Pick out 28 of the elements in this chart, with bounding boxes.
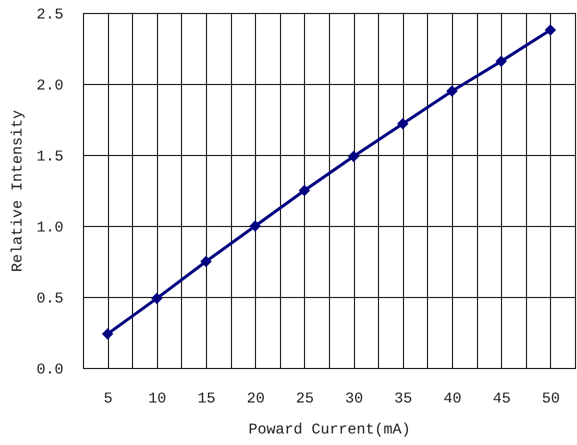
- point: [200, 256, 212, 268]
- point: [446, 85, 458, 97]
- y-tick-label: 0.0: [36, 362, 64, 378]
- x-tick-label: 5: [104, 390, 113, 408]
- point: [250, 220, 261, 232]
- y-axis-title: Relative Intensity: [9, 110, 26, 272]
- x-tick-label: 30: [345, 390, 364, 408]
- x-tick-label: 50: [542, 390, 560, 408]
- point: [544, 24, 556, 36]
- point: [496, 56, 507, 67]
- y-tick-label: 1.0: [36, 220, 64, 236]
- x-axis-title: Poward Current(mA): [248, 422, 411, 438]
- point: [298, 184, 310, 196]
- point: [151, 292, 162, 304]
- y-tick-label: 2.5: [36, 6, 64, 24]
- x-tick-label: 10: [148, 390, 166, 408]
- y-tick-label: 0.5: [36, 290, 64, 308]
- x-tick-label: 20: [246, 390, 265, 408]
- x-tick-label: 35: [394, 390, 412, 408]
- point: [102, 328, 114, 340]
- y-tick-label: 2.0: [36, 78, 64, 94]
- x-tick-label: 15: [197, 390, 216, 408]
- x-tick-label: 25: [296, 390, 314, 408]
- point: [397, 118, 408, 130]
- x-tick-label: 40: [443, 390, 462, 408]
- point: [348, 150, 360, 162]
- y-tick-label: 1.5: [36, 148, 64, 166]
- x-tick-label: 45: [492, 390, 511, 408]
